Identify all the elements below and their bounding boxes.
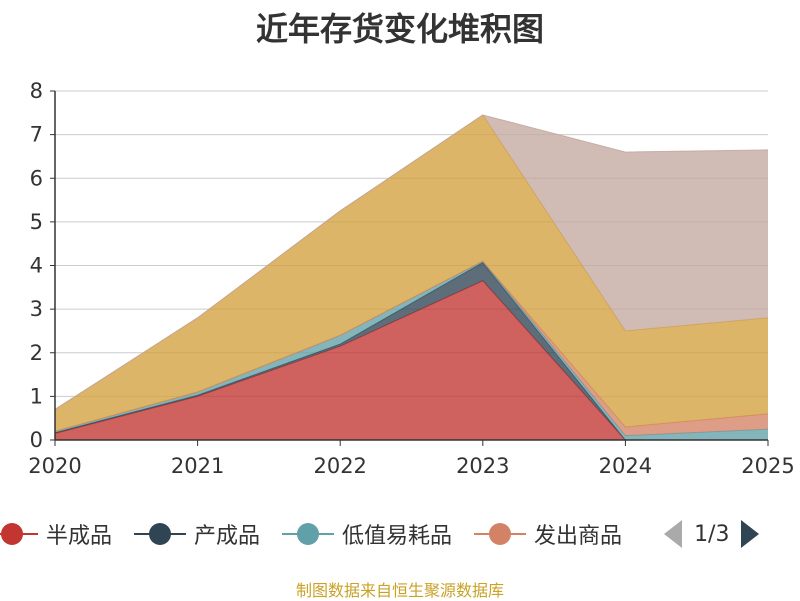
legend-marker-icon [134,522,187,546]
x-tick-label: 2022 [313,454,366,478]
area-series-4[interactable] [55,114,768,432]
chart-title: 近年存货变化堆积图 [255,10,544,48]
stacked-areas [54,114,769,441]
y-tick-label: 8 [30,79,43,103]
area-series-5[interactable] [55,114,768,410]
x-tick-label: 2021 [171,454,224,478]
legend-item-3[interactable]: 发出商品 [474,518,622,550]
legend-label: 半成品 [46,524,113,549]
legend-item-0[interactable]: 半成品 [0,518,112,550]
legend-label: 低值易耗品 [342,524,453,549]
y-tick-label: 7 [30,123,43,147]
y-tick-label: 4 [30,254,43,278]
area-series-line-3 [54,260,769,432]
legend-marker-icon [0,522,38,546]
y-tick-label: 1 [30,384,43,408]
legend-prev-arrow-icon[interactable] [664,520,683,548]
x-tick-label: 2020 [28,454,81,478]
x-tick-label: 2023 [456,454,509,478]
legend-next-arrow-icon[interactable] [741,520,760,548]
area-series-2[interactable] [55,261,768,440]
y-tick-label: 0 [30,428,43,452]
y-tick-label: 3 [30,297,43,321]
legend-item-1[interactable]: 产成品 [134,518,260,550]
legend: 半成品 产成品 低值易耗品 发出商品 1/3 [0,512,800,556]
legend-marker-icon [282,522,335,546]
legend-marker-icon [474,522,527,546]
legend-pager: 1/3 [664,520,760,548]
y-tick-label: 2 [30,341,43,365]
legend-page-indicator: 1/3 [694,521,730,547]
legend-label: 发出商品 [534,524,623,549]
x-tick-label: 2024 [599,454,652,478]
axes: 0 1 2 3 4 5 6 7 8 2020 2021 2022 2023 2024 2025 [28,79,794,478]
data-source-note: 制图数据来自恒生聚源数据库 [295,581,504,600]
legend-label: 产成品 [194,524,261,549]
y-tick-label: 6 [30,166,43,190]
x-tick-label: 2025 [741,454,794,478]
legend-item-2[interactable]: 低值易耗品 [282,518,452,550]
y-tick-label: 5 [30,210,43,234]
area-series-line-5 [54,114,769,410]
